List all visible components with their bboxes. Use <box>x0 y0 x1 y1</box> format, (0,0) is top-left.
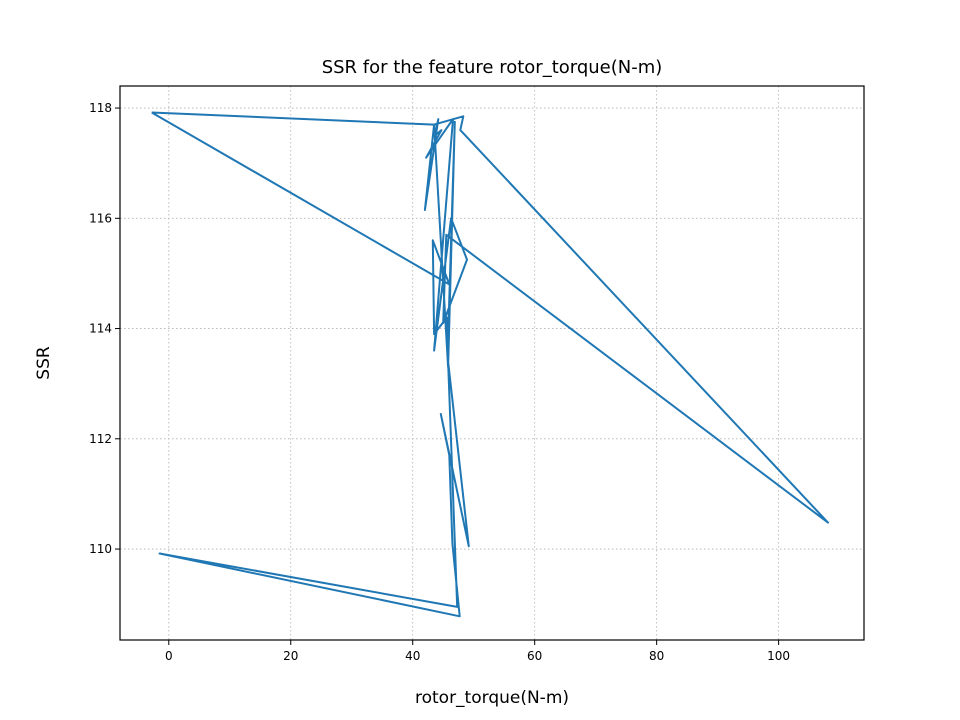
series-lines <box>151 111 829 618</box>
x-tick-label: 0 <box>165 649 173 663</box>
y-tick-label: 110 <box>89 542 112 556</box>
x-tick-label: 40 <box>405 649 420 663</box>
plot-frame <box>119 85 865 641</box>
y-axis-label: SSR <box>34 346 54 380</box>
y-tick-label: 114 <box>89 322 112 336</box>
x-axis-label: rotor_torque(N-m) <box>415 688 569 708</box>
x-tick-label: 20 <box>283 649 298 663</box>
grid <box>120 86 864 640</box>
x-tick-label: 100 <box>767 649 790 663</box>
y-tick-label: 116 <box>89 211 112 225</box>
x-tick-label: 80 <box>649 649 664 663</box>
series-line <box>151 111 829 618</box>
y-tick-label: 112 <box>89 432 112 446</box>
chart-title: SSR for the feature rotor_torque(N-m) <box>322 57 663 78</box>
y-axis-ticks: 110 112 114 116 118 <box>89 101 120 556</box>
y-tick-label: 118 <box>89 101 112 115</box>
x-axis-ticks: 0 20 40 60 80 100 <box>165 640 790 663</box>
x-tick-label: 60 <box>527 649 542 663</box>
